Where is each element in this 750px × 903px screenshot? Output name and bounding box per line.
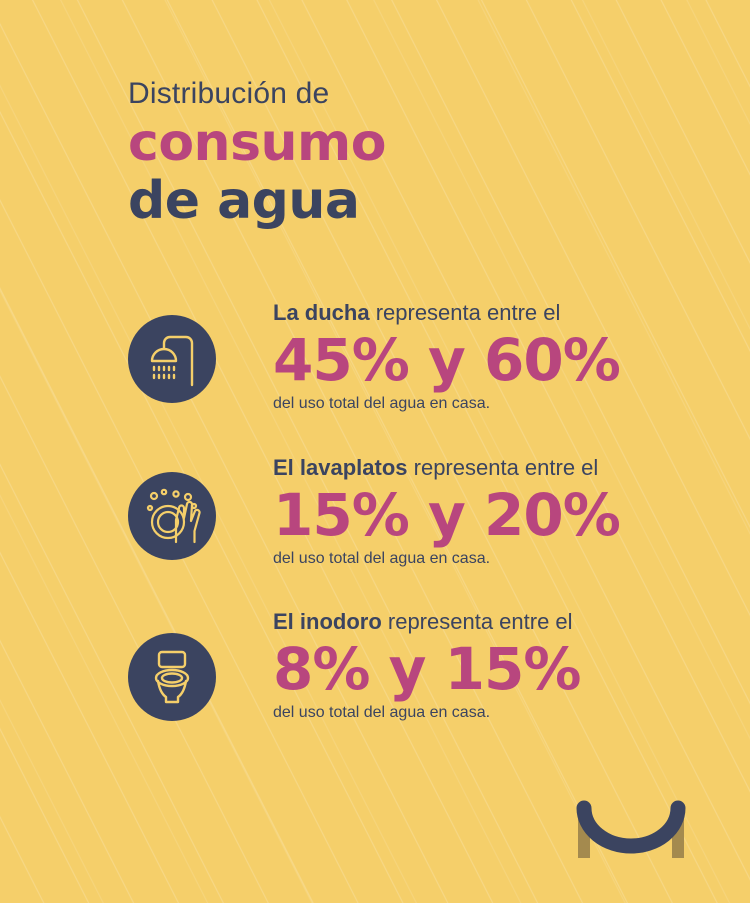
item-lead: El lavaplatos representa entre el [273,455,620,481]
item-subject: El lavaplatos [273,455,408,480]
item-range: 15% y 20% [273,481,621,549]
item-lead: El inodoro representa entre el [273,609,581,635]
toilet-icon [128,633,216,721]
title-line2: consumo [128,113,386,173]
item-tail: del uso total del agua en casa. [273,395,491,412]
item-range: 45% y 60% [273,326,621,394]
dishwashing-hands-icon [128,472,216,560]
list-item-shower: La ducha representa entre el 45% y 60% d… [0,300,750,430]
shower-icon [128,315,216,403]
smile-u-logo [576,800,686,860]
item-lead-rest: representa entre el [407,455,599,480]
title-line3: de agua [128,171,360,231]
item-subject: La ducha [273,300,370,325]
item-lead-rest: representa entre el [381,609,573,634]
page-title: Distribución de consumo de agua [128,74,386,230]
item-tail: del uso total del agua en casa. [273,550,491,567]
item-range: 8% y 15% [273,635,581,703]
item-subject: El inodoro [273,609,382,634]
item-tail: del uso total del agua en casa. [273,704,491,721]
title-line1: Distribución de [128,77,330,110]
list-item-toilet: El inodoro representa entre el 8% y 15% … [0,609,750,739]
item-lead-rest: representa entre el [369,300,561,325]
list-item-dishwashing: El lavaplatos representa entre el 15% y … [0,455,750,585]
item-lead: La ducha representa entre el [273,300,620,326]
